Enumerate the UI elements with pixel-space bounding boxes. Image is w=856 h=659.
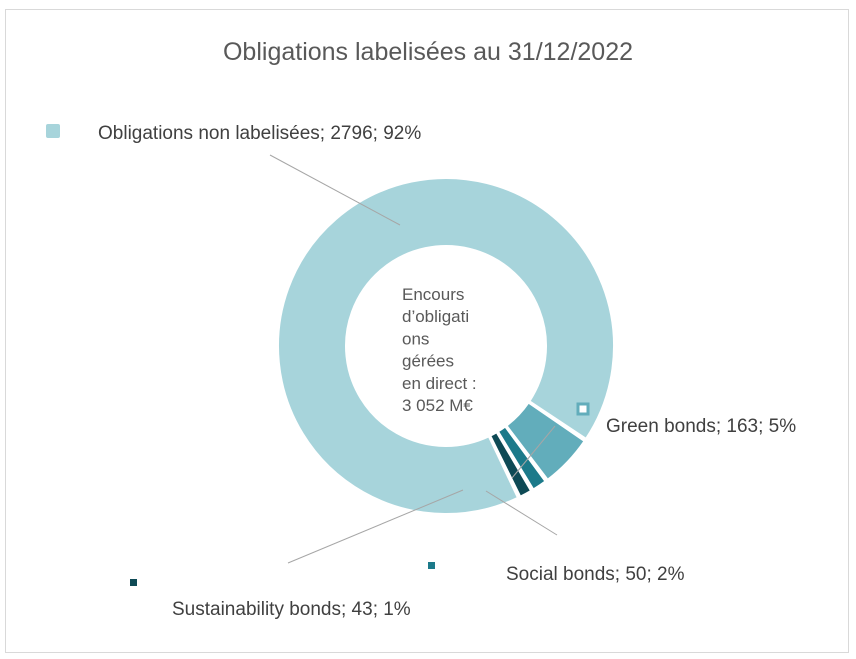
- data-labels: Obligations non labelisées; 2796; 92% Gre…: [98, 123, 796, 620]
- center-text: Encours d’obligati ons gérées en direct : 3 0…: [402, 285, 477, 415]
- chart-frame: [5, 9, 849, 653]
- slice-sustainability-bonds: [488, 430, 533, 499]
- data-label-obligations-non-labelis-es: Obligations non labelisées; 2796; 92%: [98, 123, 421, 144]
- marker-sustainability-bonds: [130, 579, 137, 586]
- data-label-sustainability-bonds: Sustainability bonds; 43; 1%: [172, 599, 411, 620]
- center-text-line: d’obligati: [402, 307, 469, 326]
- leader-line-obligations-non-labelis-es: [269, 154, 401, 226]
- leader-line-sustainability-bonds: [287, 489, 464, 564]
- marker-social-bonds: [428, 562, 435, 569]
- slice-social-bonds: [496, 425, 547, 491]
- center-text-line: 3 052 M€: [402, 396, 473, 415]
- chart-slices: [277, 177, 615, 515]
- marker-green-bonds: [576, 402, 590, 416]
- center-text-line: en direct :: [402, 374, 477, 393]
- chart-title: Obligations labelisées au 31/12/2022: [222, 38, 634, 66]
- slice-obligations-non-labelis-es: [277, 177, 615, 515]
- leader-line-social-bonds: [485, 490, 558, 536]
- leader-line-green-bonds: [511, 425, 556, 479]
- center-text-line: ons: [402, 329, 429, 348]
- data-label-social-bonds: Social bonds; 50; 2%: [506, 564, 685, 585]
- label-markers: [46, 124, 590, 586]
- slice-green-bonds: [505, 401, 586, 482]
- data-label-green-bonds: Green bonds; 163; 5%: [606, 416, 796, 437]
- center-text-line: Encours: [402, 285, 464, 304]
- center-text-line: gérées: [402, 352, 454, 371]
- leader-lines: [269, 154, 558, 564]
- marker-obligations-non-labelis-es: [46, 124, 60, 138]
